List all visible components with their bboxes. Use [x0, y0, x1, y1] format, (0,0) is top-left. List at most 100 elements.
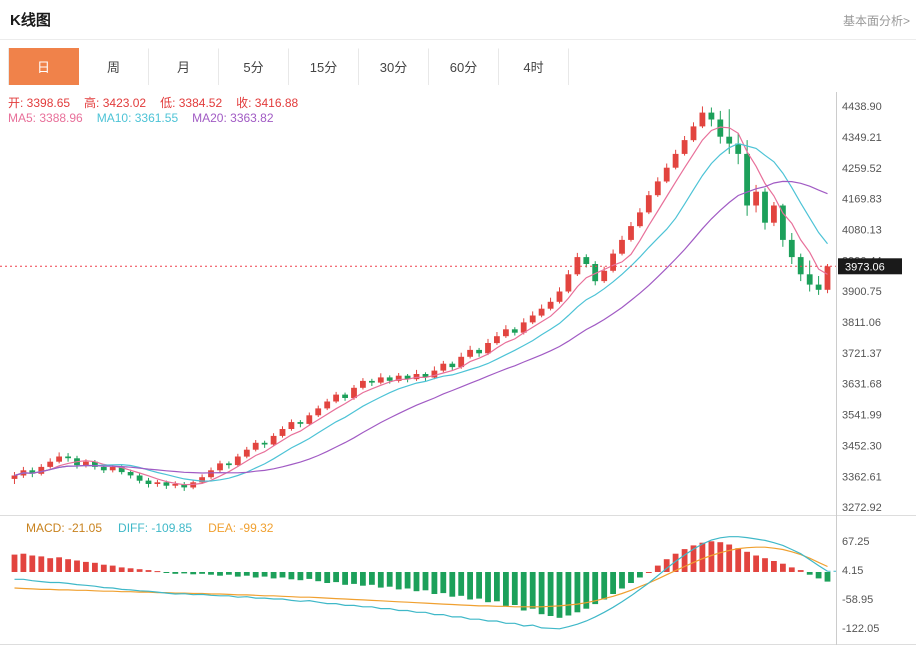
candle-down: [163, 482, 170, 486]
macd-bar: [431, 572, 438, 594]
macd-bar: [735, 548, 742, 572]
candle-down: [145, 480, 152, 484]
macd-bar: [771, 561, 777, 572]
candle-up: [565, 274, 572, 292]
candle-up: [172, 484, 179, 486]
tab-day[interactable]: 日: [9, 48, 79, 85]
macd-bar: [699, 542, 706, 572]
candle-down: [297, 422, 304, 424]
macd-bar: [449, 572, 456, 597]
macd-bar: [476, 572, 482, 599]
candle-up: [217, 463, 223, 471]
macd-bar: [628, 572, 634, 583]
kline-chart[interactable]: 4438.904349.214259.524169.834080.133990.…: [0, 92, 916, 645]
current-price-tag: [838, 258, 902, 275]
tab-month[interactable]: 月: [149, 48, 219, 85]
macd-bar: [100, 564, 107, 572]
macd-bar: [645, 572, 652, 573]
candle-up: [494, 336, 500, 344]
candle-up: [377, 377, 384, 383]
candle-up: [234, 456, 241, 466]
candle-down: [92, 461, 98, 467]
macd-bar: [360, 572, 366, 586]
macd-bar: [494, 572, 500, 602]
price-axis-label: 3541.99: [842, 410, 882, 422]
candle-up: [395, 375, 402, 381]
candle-up: [315, 408, 322, 416]
price-axis-label: 3272.92: [842, 502, 882, 514]
tab-5min[interactable]: 5分: [219, 48, 289, 85]
candle-up: [288, 422, 295, 429]
macd-bar: [592, 572, 599, 605]
macd-bar: [47, 558, 54, 572]
open-value: 开: 3398.65: [8, 96, 71, 110]
macd-bar: [637, 572, 643, 578]
candle-up: [699, 112, 706, 127]
ohlc-info: 开: 3398.65 高: 3423.02 低: 3384.52 收: 3416.88: [8, 94, 312, 111]
macd-bar: [511, 572, 518, 605]
fundamental-analysis-link[interactable]: 基本面分析>: [842, 14, 910, 28]
price-axis-label: 4259.52: [842, 163, 882, 175]
macd-bar: [547, 572, 554, 616]
macd-bar: [333, 572, 339, 583]
tab-4hour[interactable]: 4时: [499, 48, 569, 85]
price-axis-label: 3811.06: [842, 317, 881, 329]
tab-30min[interactable]: 30分: [359, 48, 429, 85]
macd-bar: [467, 572, 473, 600]
macd-bar: [118, 567, 125, 572]
macd-bar: [199, 572, 205, 574]
macd-bar: [815, 572, 822, 579]
candle-up: [11, 475, 18, 479]
macd-bar: [279, 572, 286, 578]
ma10-line: [14, 142, 828, 482]
tab-15min[interactable]: 15分: [289, 48, 359, 85]
candle-down: [592, 264, 599, 282]
macd-bar: [145, 570, 152, 572]
candle-up: [199, 477, 205, 483]
macd-bar: [806, 572, 813, 575]
candle-up: [771, 205, 777, 223]
macd-bar: [583, 572, 590, 609]
candle-up: [109, 466, 116, 471]
candle-down: [181, 484, 188, 488]
candle-up: [529, 315, 536, 323]
macd-axis-label: 67.25: [842, 536, 870, 548]
candle-up: [601, 270, 608, 282]
candle-down: [797, 257, 804, 275]
candle-up: [520, 322, 527, 333]
macd-bar: [243, 572, 250, 576]
macd-bar: [556, 572, 563, 618]
tab-week[interactable]: 周: [79, 48, 149, 85]
macd-bar: [181, 572, 188, 574]
candle-down: [100, 466, 107, 471]
macd-axis-label: -122.05: [842, 623, 879, 635]
macd-bar: [538, 572, 545, 615]
macd-bar: [208, 572, 214, 575]
ma20-value: MA20: 3363.82: [192, 111, 274, 125]
current-price-label: 3973.06: [845, 261, 885, 273]
macd-bar: [217, 572, 223, 576]
candle-down: [708, 112, 715, 120]
candle-down: [261, 442, 268, 445]
price-axis-label: 4080.13: [842, 225, 882, 237]
candle-down: [762, 191, 768, 223]
candle-up: [645, 195, 652, 213]
macd-bar: [413, 572, 420, 592]
macd-bar: [324, 572, 331, 583]
candle-up: [619, 239, 625, 254]
high-value: 高: 3423.02: [84, 96, 147, 110]
macd-bar: [520, 572, 527, 611]
tab-60min[interactable]: 60分: [429, 48, 499, 85]
macd-bar: [824, 572, 831, 582]
candle-down: [422, 374, 429, 378]
candle-down: [136, 475, 143, 481]
macd-bar: [690, 545, 697, 572]
candle-down: [118, 466, 125, 473]
candle-up: [440, 363, 447, 371]
candle-up: [681, 140, 688, 154]
macd-bar: [92, 562, 98, 572]
macd-bar: [753, 555, 759, 572]
candle-up: [574, 257, 581, 275]
candle-up: [556, 291, 563, 302]
macd-axis-label: 4.15: [842, 565, 863, 577]
